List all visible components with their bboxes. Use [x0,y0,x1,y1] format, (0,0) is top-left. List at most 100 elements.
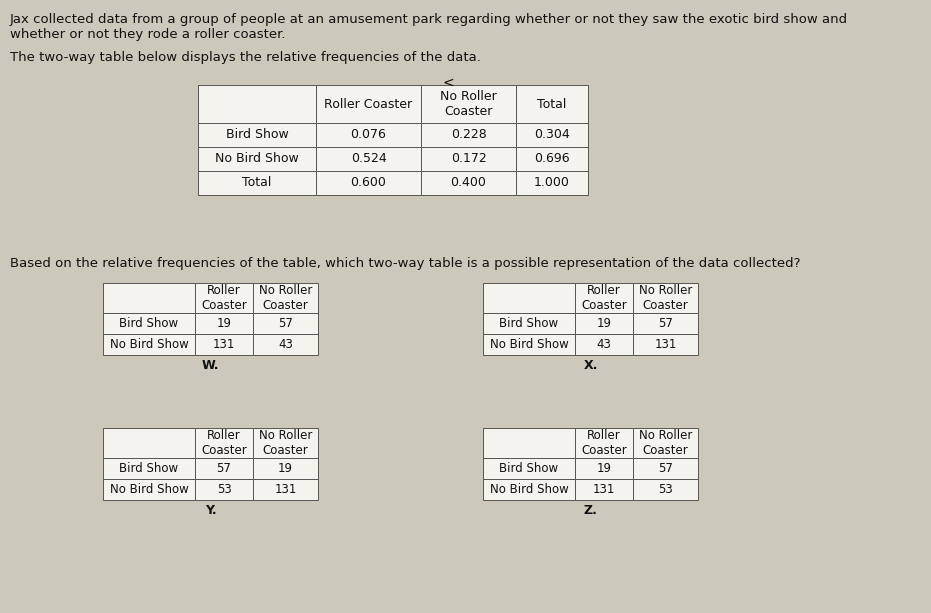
Bar [316,123,421,147]
Text: whether or not they rode a roller coaster.: whether or not they rode a roller coaste… [10,28,286,41]
Bar [421,85,516,123]
Text: 53: 53 [217,483,232,496]
Text: No Roller
Coaster: No Roller Coaster [639,284,692,312]
Text: Roller
Coaster: Roller Coaster [201,284,247,312]
Bar [575,313,633,334]
Bar [633,334,698,355]
Bar [103,334,195,355]
Text: 131: 131 [593,483,615,496]
Text: 131: 131 [213,338,236,351]
Text: No Roller
Coaster: No Roller Coaster [259,429,312,457]
Text: Roller Coaster: Roller Coaster [324,97,412,110]
Text: 57: 57 [278,317,293,330]
Text: The two-way table below displays the relative frequencies of the data.: The two-way table below displays the rel… [10,51,481,64]
Bar [253,283,318,313]
Bar [421,123,516,147]
Bar [103,479,195,500]
Text: Based on the relative frequencies of the table, which two-way table is a possibl: Based on the relative frequencies of the… [10,257,801,270]
Text: 19: 19 [597,462,612,475]
Bar [195,313,253,334]
Text: 43: 43 [278,338,293,351]
Text: Bird Show: Bird Show [119,462,179,475]
Bar [633,428,698,458]
Text: 43: 43 [597,338,612,351]
Bar [253,479,318,500]
Text: 0.304: 0.304 [534,129,570,142]
Bar [633,458,698,479]
Text: Jax collected data from a group of people at an amusement park regarding whether: Jax collected data from a group of peopl… [10,13,848,26]
Bar [103,283,195,313]
Bar [253,334,318,355]
Text: X.: X. [584,359,598,372]
Bar [633,479,698,500]
Text: Bird Show: Bird Show [499,317,559,330]
Text: Bird Show: Bird Show [119,317,179,330]
Bar [516,147,588,171]
Text: 0.172: 0.172 [451,153,486,166]
Bar [483,458,575,479]
Text: 19: 19 [597,317,612,330]
Text: Z.: Z. [584,504,598,517]
Text: Y.: Y. [205,504,216,517]
Bar [198,147,316,171]
Bar [195,428,253,458]
Bar [316,85,421,123]
Text: 57: 57 [658,317,673,330]
Text: 0.524: 0.524 [351,153,386,166]
Text: 0.076: 0.076 [351,129,386,142]
Bar [421,147,516,171]
Bar [195,283,253,313]
Text: Bird Show: Bird Show [499,462,559,475]
Text: No Bird Show: No Bird Show [490,338,568,351]
Bar [316,147,421,171]
Text: 57: 57 [217,462,232,475]
Text: Total: Total [242,177,272,189]
Text: Roller
Coaster: Roller Coaster [581,429,627,457]
Text: <: < [442,76,453,90]
Bar [633,313,698,334]
Bar [575,479,633,500]
Bar [483,428,575,458]
Text: Bird Show: Bird Show [225,129,289,142]
Text: No Bird Show: No Bird Show [215,153,299,166]
Text: 19: 19 [278,462,293,475]
Bar [575,334,633,355]
Bar [575,428,633,458]
Bar [253,458,318,479]
Bar [483,479,575,500]
Text: Roller
Coaster: Roller Coaster [581,284,627,312]
Bar [103,458,195,479]
Bar [516,85,588,123]
Bar [516,123,588,147]
Bar [198,123,316,147]
Text: No Roller
Coaster: No Roller Coaster [259,284,312,312]
Bar [483,334,575,355]
Bar [103,313,195,334]
Text: No Roller
Coaster: No Roller Coaster [440,90,497,118]
Text: Total: Total [537,97,567,110]
Bar [253,428,318,458]
Bar [195,334,253,355]
Text: 19: 19 [217,317,232,330]
Text: 0.228: 0.228 [451,129,486,142]
Text: 131: 131 [654,338,677,351]
Text: No Roller
Coaster: No Roller Coaster [639,429,692,457]
Bar [195,479,253,500]
Bar [198,85,316,123]
Text: Roller
Coaster: Roller Coaster [201,429,247,457]
Text: 57: 57 [658,462,673,475]
Text: No Bird Show: No Bird Show [110,338,188,351]
Bar [483,313,575,334]
Bar [198,171,316,195]
Text: No Bird Show: No Bird Show [110,483,188,496]
Text: 53: 53 [658,483,673,496]
Text: 0.696: 0.696 [534,153,570,166]
Text: 0.600: 0.600 [351,177,386,189]
Text: 0.400: 0.400 [451,177,486,189]
Bar [575,283,633,313]
Bar [575,458,633,479]
Bar [103,428,195,458]
Bar [316,171,421,195]
Bar [253,313,318,334]
Bar [195,458,253,479]
